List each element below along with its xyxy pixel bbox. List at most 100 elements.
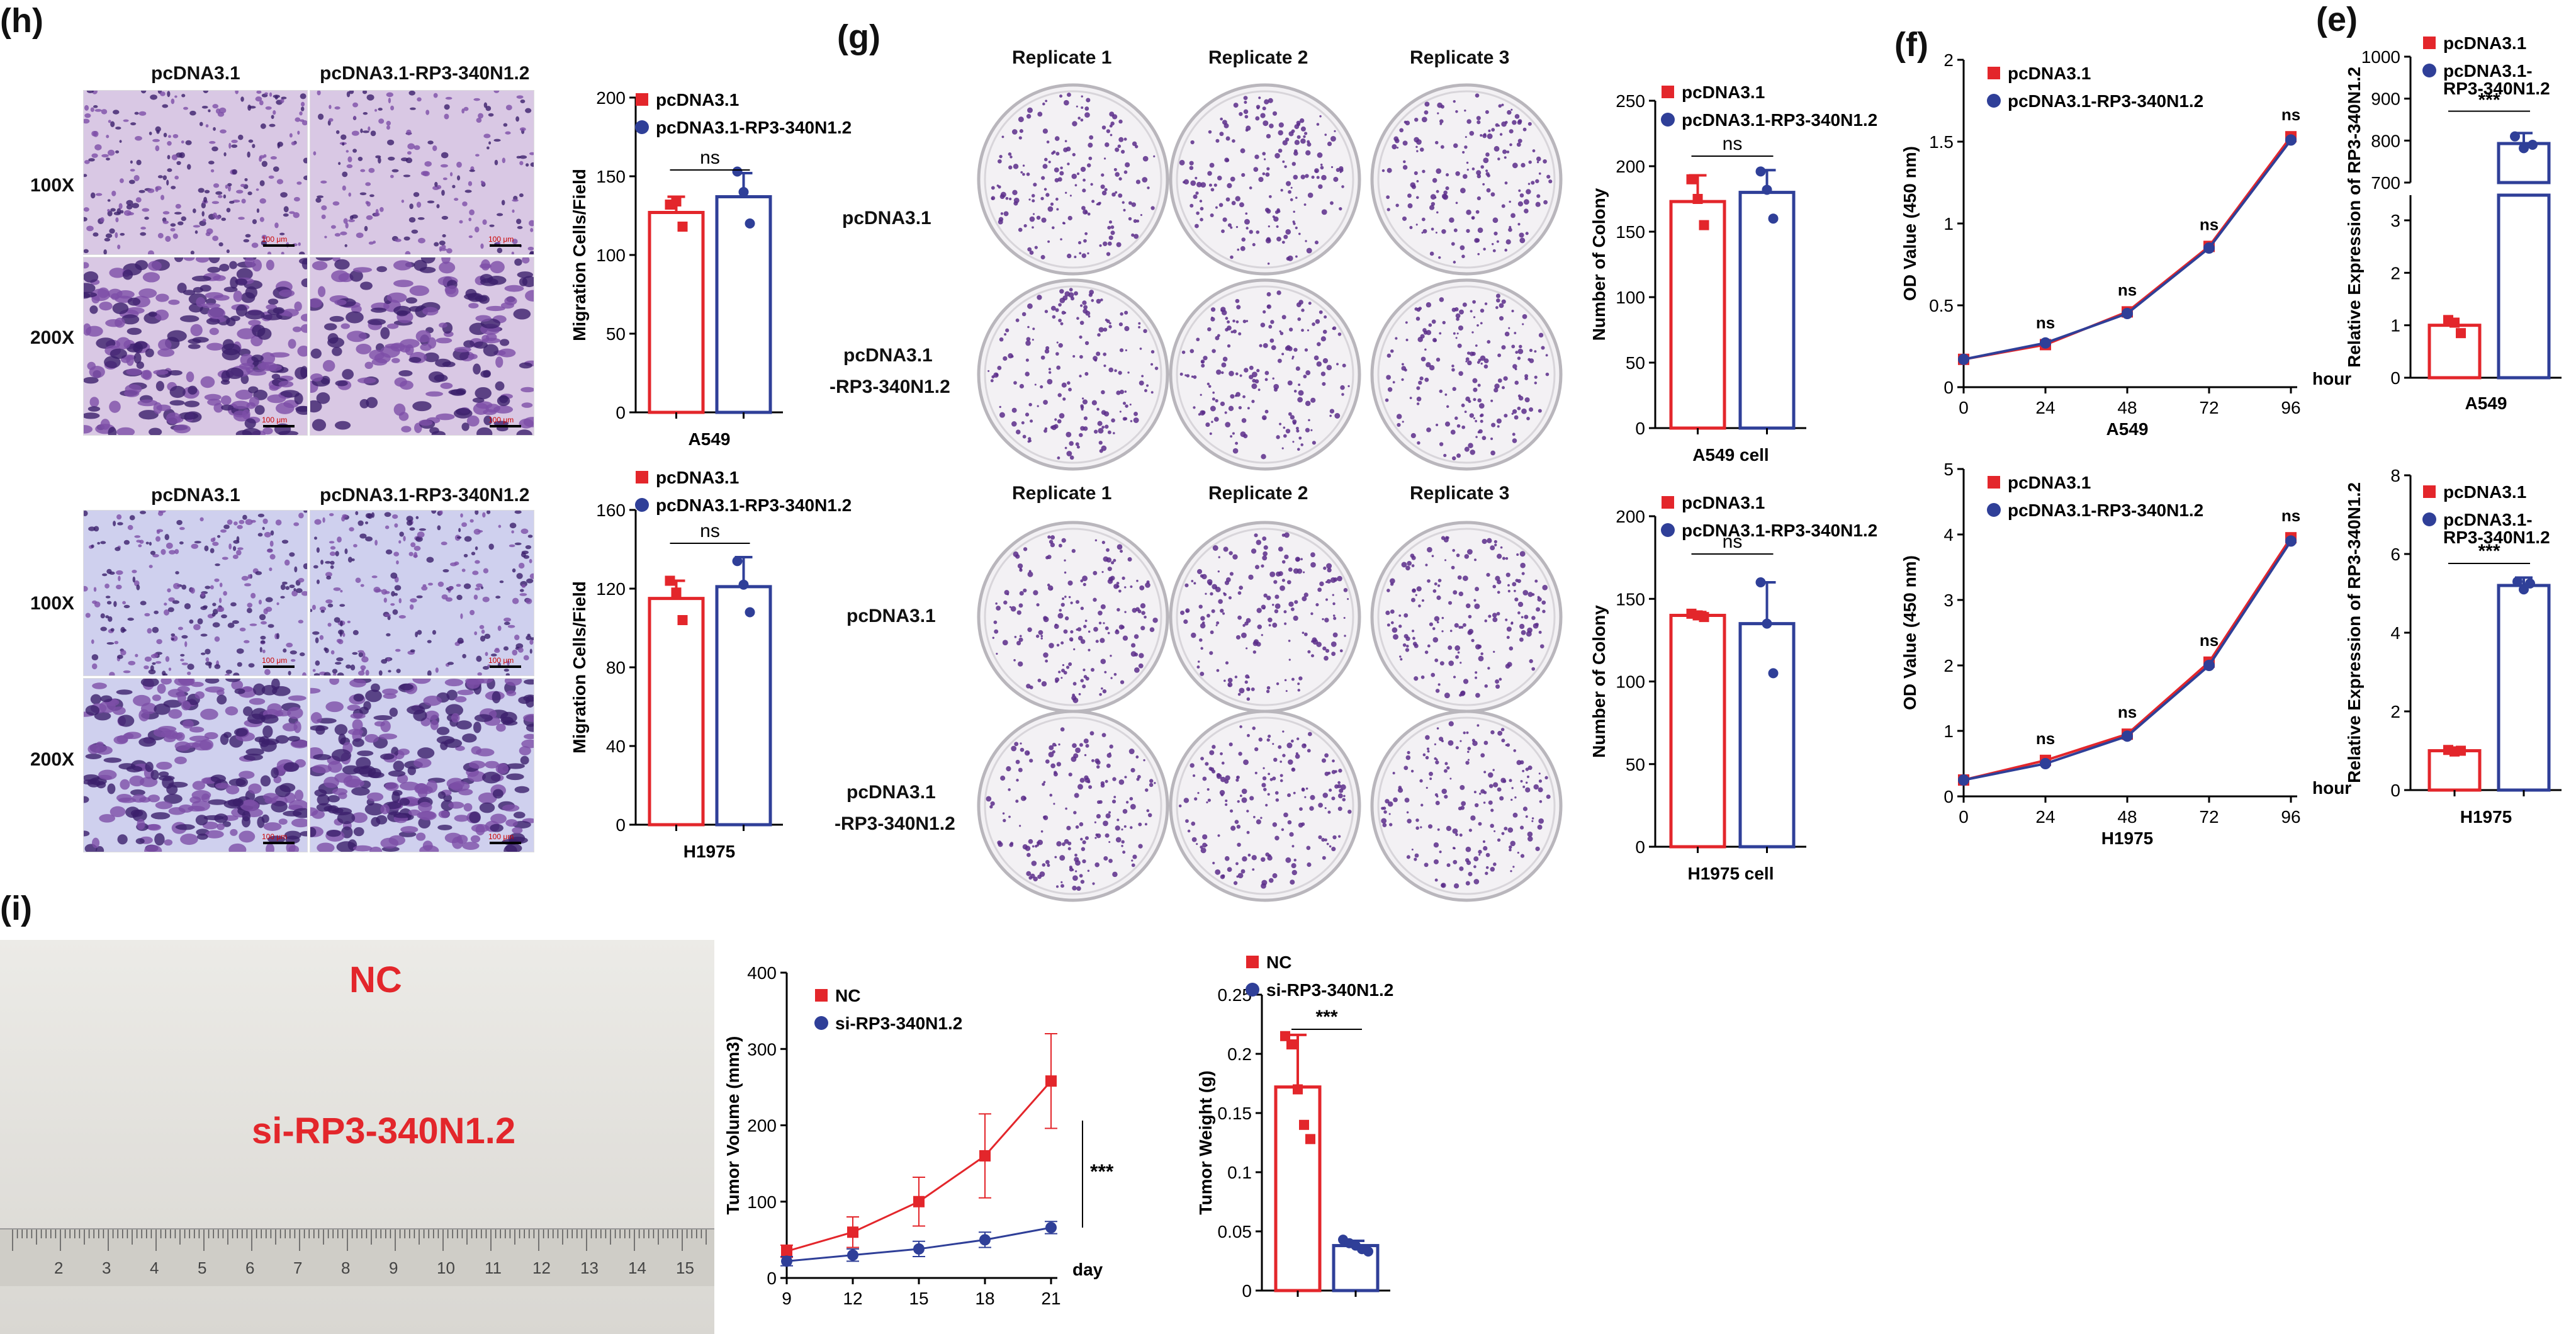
cell <box>264 798 277 804</box>
cell <box>164 609 170 616</box>
colony <box>1227 320 1230 324</box>
colony <box>1011 745 1017 752</box>
cell <box>490 653 497 657</box>
micrograph-a549-oe-200x: 100 μm <box>310 257 534 436</box>
cell <box>482 665 490 670</box>
colony <box>1111 800 1116 804</box>
cell <box>149 565 153 568</box>
cell <box>93 526 99 532</box>
cell <box>448 389 465 395</box>
colony <box>1260 817 1263 819</box>
colony <box>1227 344 1231 348</box>
colony <box>1058 342 1063 348</box>
colony <box>1434 582 1437 586</box>
cell <box>208 141 216 144</box>
colony <box>1058 670 1061 674</box>
colony <box>1322 358 1329 364</box>
colony <box>1506 626 1512 632</box>
colony <box>1030 419 1033 423</box>
cell <box>252 144 256 149</box>
g-header-rep3: Replicate 3 <box>1410 47 1510 68</box>
cell <box>169 400 185 406</box>
colony <box>1521 572 1525 575</box>
colony <box>1442 320 1446 325</box>
cell <box>118 715 135 727</box>
cell <box>310 609 313 613</box>
colony <box>1101 687 1103 690</box>
cell <box>174 257 184 263</box>
y-tick-label: 150 <box>596 167 626 186</box>
colony <box>1196 211 1200 215</box>
cell <box>290 659 296 662</box>
cell <box>526 598 532 604</box>
colony <box>1045 859 1050 864</box>
cell <box>342 142 345 146</box>
colony <box>1426 427 1431 432</box>
colony <box>1000 776 1006 781</box>
legend-marker-blue <box>814 1016 828 1030</box>
cell <box>250 592 256 599</box>
cell <box>148 311 157 317</box>
colony <box>1260 322 1266 328</box>
colony <box>1330 201 1334 205</box>
colony <box>1466 119 1471 124</box>
cell <box>155 145 160 152</box>
colony <box>1463 575 1468 581</box>
colony <box>1532 149 1536 152</box>
cell <box>365 689 382 703</box>
colony <box>1195 176 1198 179</box>
cell <box>331 749 352 762</box>
colony <box>1321 838 1325 842</box>
colony <box>1505 618 1508 621</box>
data-point <box>913 1196 925 1207</box>
colony <box>1080 606 1084 611</box>
cell <box>385 782 399 791</box>
colony <box>1052 742 1056 747</box>
colony <box>1473 879 1480 885</box>
cell <box>271 801 288 813</box>
colony <box>1300 558 1303 561</box>
colony <box>1281 315 1286 320</box>
cell <box>400 826 419 834</box>
colony <box>1075 825 1079 829</box>
cell <box>145 761 154 772</box>
cell <box>393 551 400 557</box>
cell <box>380 837 399 849</box>
cell <box>245 286 258 299</box>
colony <box>1221 371 1224 375</box>
cell <box>269 540 274 547</box>
colony <box>1512 409 1517 414</box>
colony <box>1478 849 1482 854</box>
colony <box>1139 348 1142 350</box>
data-point <box>1768 213 1779 224</box>
scale-bar-label: 100 μm <box>262 415 287 424</box>
colony <box>1093 597 1097 602</box>
colony <box>1469 351 1475 356</box>
colony <box>1227 677 1233 683</box>
colony <box>1132 141 1137 147</box>
colony <box>1390 609 1395 614</box>
cell <box>329 541 335 544</box>
colony <box>1436 595 1441 601</box>
colony <box>1025 412 1030 417</box>
colony <box>1298 822 1303 828</box>
cell <box>512 827 523 834</box>
colony <box>1436 358 1441 362</box>
cell <box>316 392 330 404</box>
colony <box>1324 838 1327 842</box>
colony <box>1402 421 1404 423</box>
colony <box>1478 403 1485 409</box>
colony <box>1480 322 1483 325</box>
colony <box>1278 546 1283 552</box>
colony <box>1321 209 1327 215</box>
cell <box>501 200 505 206</box>
colony <box>1282 754 1286 757</box>
colony <box>1199 638 1203 642</box>
cell <box>296 588 303 594</box>
cell <box>169 550 176 555</box>
colony <box>1305 427 1310 432</box>
colony <box>1106 252 1111 256</box>
cell <box>274 222 279 229</box>
colony <box>1234 394 1237 397</box>
colony <box>1223 592 1227 596</box>
